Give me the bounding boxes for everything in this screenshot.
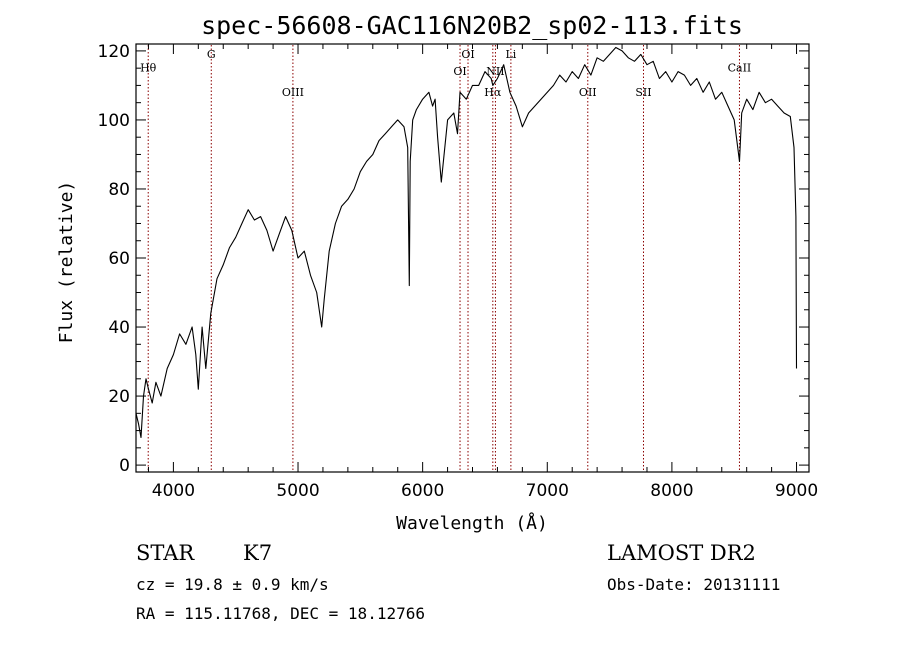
x-tick-label: 6000 (401, 481, 444, 501)
x-tick-label: 9000 (775, 481, 818, 501)
y-tick-label: 120 (98, 42, 130, 62)
spectral-line-label: Li (505, 48, 516, 61)
spectrum-series (135, 46, 798, 439)
survey-name: LAMOST DR2 (607, 541, 756, 565)
x-axis-label: Wavelength (Å) (396, 512, 548, 534)
plot-frame (135, 43, 810, 473)
y-tick-label: 60 (108, 249, 130, 269)
spectral-line-label: SII (635, 86, 651, 99)
x-tick-label: 8000 (650, 481, 693, 501)
axis-ticks (136, 44, 809, 472)
y-axis-label: Flux (relative) (56, 181, 77, 344)
spectral-line-label: OI (453, 65, 466, 78)
ra-dec: RA = 115.11768, DEC = 18.12766 (136, 604, 425, 623)
spectral-line-label: OII (579, 86, 597, 99)
redshift-cz: cz = 19.8 ± 0.9 km/s (136, 575, 329, 594)
y-tick-label: 100 (98, 111, 130, 131)
spectral-line-label: OI (461, 48, 474, 61)
observation-date: Obs-Date: 20131111 (607, 575, 780, 594)
y-tick-label: 80 (108, 180, 130, 200)
spectral-line-label: G (207, 48, 216, 61)
object-subclass: K7 (243, 541, 272, 565)
y-tick-label: 0 (119, 456, 130, 476)
x-tick-label: 7000 (526, 481, 569, 501)
chart-title: spec-56608-GAC116N20B2_sp02-113.fits (201, 11, 743, 40)
y-tick-label: 40 (108, 318, 130, 338)
spectral-line-label: OIII (282, 86, 304, 99)
spectral-line-label: Hα (484, 86, 502, 99)
spectrum-line (135, 46, 798, 439)
object-type: STAR (136, 541, 195, 565)
x-tick-labels: 4000 5000 6000 7000 8000 9000 (152, 481, 818, 501)
x-tick-label: 4000 (152, 481, 195, 501)
spectral-line-label: NII (486, 65, 504, 78)
x-tick-label: 5000 (276, 481, 319, 501)
y-tick-label: 20 (108, 387, 130, 407)
spectral-line-label: CaII (728, 62, 752, 75)
spectral-line-label: Hθ (140, 62, 157, 75)
y-tick-labels: 0 20 40 60 80 100 120 (98, 42, 130, 476)
